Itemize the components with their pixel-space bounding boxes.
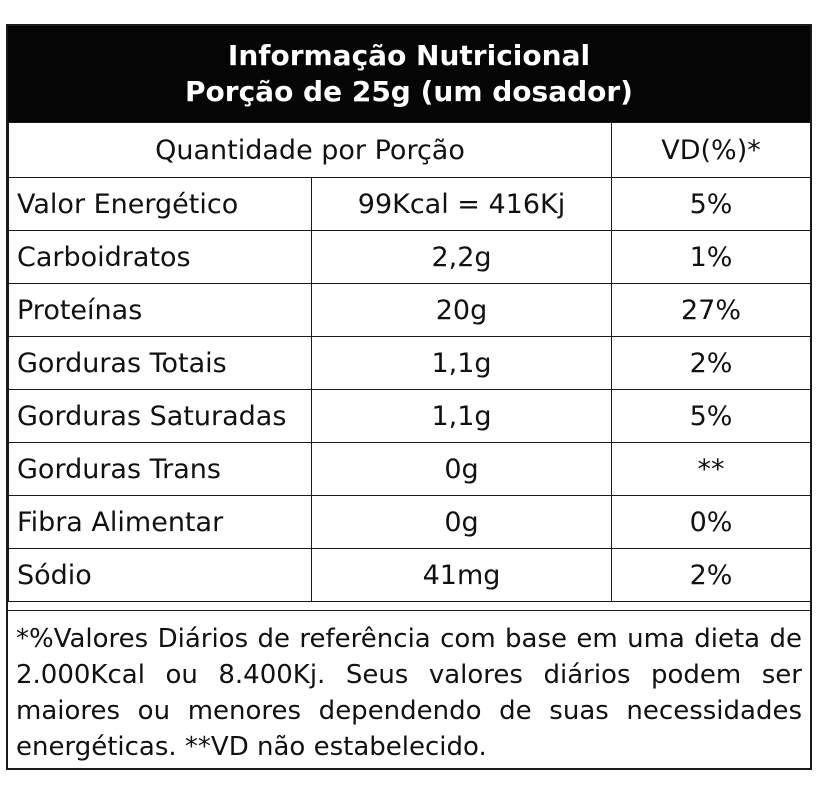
nutrition-table: Quantidade por Porção VD(%)* Valor Energ… (7, 122, 812, 602)
nutrient-name: Gorduras Saturadas (8, 389, 312, 443)
table-row: Sódio 41mg 2% (8, 548, 812, 602)
nutrition-facts-label: Informação Nutricional Porção de 25g (um… (6, 24, 812, 770)
nutrient-amount: 20g (310, 283, 613, 337)
nutrient-dv: 1% (611, 230, 812, 284)
dv-column-header: VD(%)* (611, 122, 812, 178)
quantity-column-header: Quantidade por Porção (7, 122, 613, 178)
table-row: Carboidratos 2,2g 1% (8, 230, 812, 284)
nutrient-amount: 41mg (310, 548, 613, 602)
table-row: Gorduras Saturadas 1,1g 5% (8, 389, 812, 443)
nutrient-amount: 1,1g (310, 336, 613, 390)
nutrient-amount: 1,1g (310, 389, 613, 443)
label-title: Informação Nutricional (227, 39, 591, 72)
footnote: *%Valores Diários de referência com base… (8, 610, 810, 770)
nutrient-name: Proteínas (8, 283, 312, 337)
table-row: Valor Energético 99Kcal = 416Kj 5% (8, 177, 812, 231)
column-header-row: Quantidade por Porção VD(%)* (7, 122, 812, 178)
table-row: Gorduras Totais 1,1g 2% (8, 336, 812, 390)
nutrient-amount: 99Kcal = 416Kj (310, 177, 613, 231)
nutrient-dv: 5% (611, 389, 812, 443)
nutrient-dv: 0% (611, 495, 812, 549)
table-row: Fibra Alimentar 0g 0% (8, 495, 812, 549)
nutrient-dv: 2% (611, 548, 812, 602)
label-header: Informação Nutricional Porção de 25g (um… (8, 26, 810, 122)
nutrient-dv: 5% (611, 177, 812, 231)
table-row: Proteínas 20g 27% (8, 283, 812, 337)
nutrient-name: Gorduras Trans (8, 442, 312, 496)
nutrient-amount: 2,2g (310, 230, 613, 284)
portion-size: Porção de 25g (um dosador) (185, 75, 633, 108)
nutrient-name: Sódio (8, 548, 312, 602)
nutrient-name: Fibra Alimentar (8, 495, 312, 549)
nutrient-amount: 0g (310, 495, 613, 549)
nutrient-dv: ** (611, 442, 812, 496)
nutrient-name: Gorduras Totais (8, 336, 312, 390)
nutrient-name: Carboidratos (8, 230, 312, 284)
nutrient-dv: 2% (611, 336, 812, 390)
nutrient-dv: 27% (611, 283, 812, 337)
nutrient-name: Valor Energético (8, 177, 312, 231)
table-row: Gorduras Trans 0g ** (8, 442, 812, 496)
nutrient-amount: 0g (310, 442, 613, 496)
